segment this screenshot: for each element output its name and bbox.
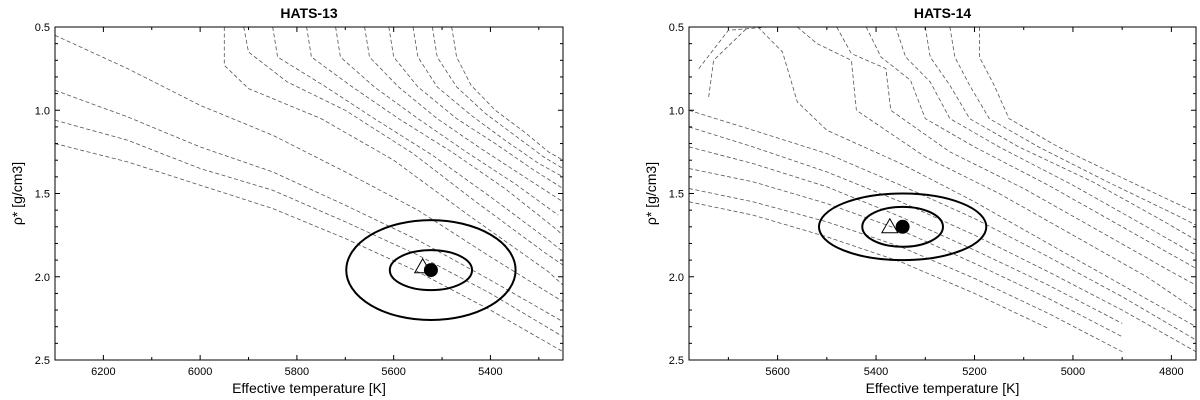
confidence-ellipse bbox=[817, 192, 988, 262]
chart-title: HATS-14 bbox=[914, 5, 972, 21]
plot-area bbox=[689, 27, 1196, 353]
isochrone-line bbox=[412, 27, 563, 178]
isochrone-line bbox=[272, 27, 563, 253]
plot-frame bbox=[688, 26, 1197, 361]
isochrone-line bbox=[432, 27, 563, 169]
x-tick-label: 5800 bbox=[285, 366, 309, 378]
y-axis-label: ρ* [g/cm3] bbox=[643, 162, 659, 225]
x-tick-label: 5200 bbox=[962, 366, 986, 378]
isochrone-line bbox=[364, 27, 563, 203]
isochrone-line bbox=[698, 27, 768, 69]
isochrone-line bbox=[306, 27, 563, 236]
x-tick-label: 5600 bbox=[381, 366, 405, 378]
isochrone-line bbox=[797, 27, 1196, 311]
chart-title: HATS-13 bbox=[280, 5, 338, 21]
isochrone-line bbox=[895, 27, 1196, 256]
isochrone-line bbox=[689, 109, 1196, 341]
isochrone-line bbox=[388, 27, 563, 189]
y-tick-label: 1.0 bbox=[35, 105, 50, 117]
isochrone-line bbox=[689, 188, 1123, 353]
y-tick-label: 0.5 bbox=[35, 22, 50, 34]
x-tick-label: 6000 bbox=[188, 366, 212, 378]
isochrone-line bbox=[865, 27, 1196, 269]
measurement-point bbox=[423, 263, 438, 278]
isochrone-line bbox=[924, 27, 1196, 241]
isochrone-line bbox=[689, 201, 1049, 329]
x-axis-label: Effective temperature [K] bbox=[866, 380, 1020, 396]
isochrone-line bbox=[757, 27, 1196, 328]
isochrone-line bbox=[55, 143, 563, 353]
x-tick-label: 5400 bbox=[864, 366, 888, 378]
x-axis-label: Effective temperature [K] bbox=[232, 380, 386, 396]
x-tick-label: 4800 bbox=[1159, 366, 1183, 378]
isochrone-line bbox=[949, 27, 1196, 226]
isochrone-line bbox=[451, 27, 563, 161]
confidence-ellipse bbox=[388, 249, 474, 292]
y-tick-label: 2.0 bbox=[35, 272, 50, 284]
isochrone-line bbox=[689, 146, 1123, 324]
y-tick-label: 1.5 bbox=[669, 189, 684, 201]
y-tick-label: 2.5 bbox=[35, 355, 50, 367]
x-tick-label: 6200 bbox=[91, 366, 115, 378]
isochrone-line bbox=[708, 27, 749, 97]
plot-frame bbox=[54, 26, 564, 361]
isochrone-line bbox=[243, 27, 563, 266]
chart-panel-hats-14: HATS-14 5600 5400 5200 5000 4800 0.5 1.0 1.5 2.0 2… bbox=[643, 5, 1197, 396]
measurement-point bbox=[895, 219, 910, 234]
y-tick-label: 0.5 bbox=[669, 22, 684, 34]
y-tick-label: 2.5 bbox=[669, 355, 684, 367]
plot-area bbox=[55, 27, 563, 353]
isochrone-line bbox=[689, 126, 1196, 353]
chart-panel-hats-13: HATS-13 6200 6000 5800 5600 5400 0.5 1.0 1.5 2.0 2… bbox=[9, 5, 564, 396]
x-tick-label: 5400 bbox=[478, 366, 502, 378]
model-point-marker bbox=[880, 217, 899, 234]
confidence-ellipse bbox=[861, 205, 944, 248]
y-tick-label: 2.0 bbox=[669, 272, 684, 284]
x-tick-label: 5600 bbox=[765, 366, 789, 378]
isochrone-line bbox=[223, 27, 563, 286]
isochrone-line bbox=[55, 34, 563, 303]
y-axis-label: ρ* [g/cm3] bbox=[9, 162, 25, 225]
isochrone-line bbox=[689, 168, 1123, 338]
y-tick-label: 1.5 bbox=[35, 189, 50, 201]
isochrone-line bbox=[836, 27, 1196, 286]
isochrone-line bbox=[55, 89, 563, 323]
y-tick-label: 1.0 bbox=[669, 105, 684, 117]
isochrone-line bbox=[979, 27, 1192, 211]
x-tick-label: 5000 bbox=[1061, 366, 1085, 378]
confidence-ellipse bbox=[345, 219, 517, 322]
isochrone-line bbox=[55, 119, 563, 338]
